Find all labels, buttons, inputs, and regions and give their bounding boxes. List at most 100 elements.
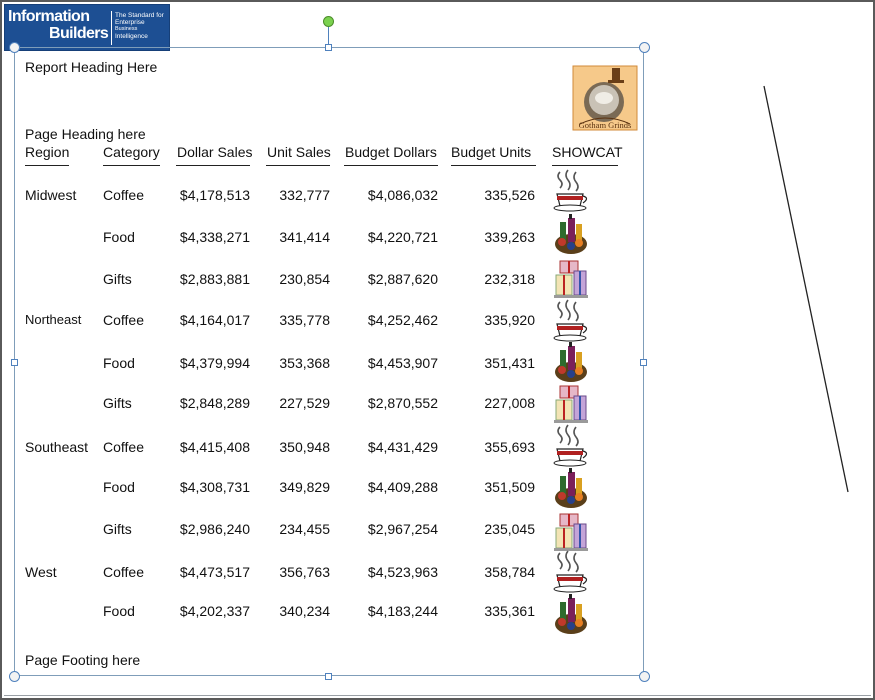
column-header-budget-units: Budget Units [451,144,532,160]
column-header-budget-dollars: Budget Dollars [345,144,437,160]
logo-tagline-line: Intelligence [115,33,148,40]
cell-dollar-sales: $2,883,881 [179,271,250,287]
resize-handle-top-left[interactable] [9,42,20,53]
cell-category: Coffee [103,312,144,328]
food-basket-icon [552,340,592,382]
page-heading: Page Heading here [25,126,146,142]
cell-budget-dollars: $4,523,963 [367,564,438,580]
food-basket-icon [552,466,592,508]
cell-unit-sales: 227,529 [279,395,330,411]
drawn-line[interactable] [760,84,852,496]
logo-tagline-line: The Standard for [115,12,164,19]
rotate-handle[interactable] [323,16,334,27]
cell-budget-dollars: $4,220,721 [367,229,438,245]
cell-category: Coffee [103,439,144,455]
cell-budget-dollars: $4,453,907 [367,355,438,371]
cell-category: Gifts [103,395,132,411]
gift-boxes-icon [552,257,592,299]
logo-word-information: Information [8,8,90,25]
header-underline [344,165,438,166]
cell-dollar-sales: $2,848,289 [179,395,250,411]
cell-unit-sales: 230,854 [279,271,330,287]
header-underline [266,165,330,166]
cell-region: Southeast [25,439,89,455]
header-underline [25,165,69,166]
cell-region: Northeast [25,312,82,327]
cell-budget-dollars: $2,887,620 [367,271,438,287]
cell-unit-sales: 341,414 [279,229,330,245]
cell-unit-sales: 353,368 [279,355,330,371]
gift-boxes-icon [552,382,592,424]
cell-budget-units: 335,526 [484,187,535,203]
cell-dollar-sales: $4,308,731 [179,479,250,495]
cell-category: Food [103,229,135,245]
cell-region: West [25,564,57,580]
cell-dollar-sales: $4,178,513 [179,187,250,203]
resize-handle-bottom-right[interactable] [639,671,650,682]
cell-budget-units: 339,263 [484,229,535,245]
rotate-handle-stem [328,27,329,45]
food-basket-icon [552,212,592,254]
cell-budget-dollars: $2,967,254 [367,521,438,537]
cell-dollar-sales: $4,202,337 [179,603,250,619]
gift-boxes-icon [552,510,592,552]
cell-category: Food [103,603,135,619]
gotham-grinds-logo-image: Gotham Grinds [572,65,638,131]
logo-tagline: The Standard for Enterprise Business Int… [115,12,170,40]
resize-handle-left[interactable] [11,359,18,366]
column-header-unit-sales: Unit Sales [267,144,331,160]
cell-budget-units: 235,045 [484,521,535,537]
page-footing: Page Footing here [25,652,141,668]
cell-budget-dollars: $4,086,032 [367,187,438,203]
resize-handle-right[interactable] [640,359,647,366]
cell-category: Coffee [103,187,144,203]
cell-unit-sales: 356,763 [279,564,330,580]
resize-handle-top[interactable] [325,44,332,51]
cell-budget-dollars: $4,409,288 [367,479,438,495]
cell-unit-sales: 340,234 [279,603,330,619]
coffee-cup-icon [552,298,592,342]
cell-budget-units: 335,361 [484,603,535,619]
canvas-bottom-edge [4,695,871,696]
cell-unit-sales: 350,948 [279,439,330,455]
column-header-category: Category [103,144,160,160]
cell-dollar-sales: $4,338,271 [179,229,250,245]
coffee-cup-icon [552,549,592,593]
food-basket-icon [552,592,592,634]
cell-unit-sales: 349,829 [279,479,330,495]
cell-budget-dollars: $4,183,244 [367,603,438,619]
resize-handle-bottom[interactable] [325,673,332,680]
cell-unit-sales: 234,455 [279,521,330,537]
cell-budget-units: 227,008 [484,395,535,411]
cell-dollar-sales: $2,986,240 [179,521,250,537]
cell-budget-dollars: $4,252,462 [367,312,438,328]
resize-handle-bottom-left[interactable] [9,671,20,682]
cell-budget-dollars: $2,870,552 [367,395,438,411]
report-heading: Report Heading Here [25,59,158,75]
column-header-dollar-sales: Dollar Sales [177,144,253,160]
information-builders-logo: Information Builders The Standard for En… [4,4,170,51]
cell-unit-sales: 332,777 [279,187,330,203]
cell-budget-units: 335,920 [484,312,535,328]
cell-budget-units: 358,784 [484,564,535,580]
resize-handle-top-right[interactable] [639,42,650,53]
header-underline [176,165,250,166]
header-underline [451,165,536,166]
cell-budget-units: 351,431 [484,355,535,371]
header-underline [103,165,160,166]
cell-unit-sales: 335,778 [279,312,330,328]
column-header-region: Region [25,144,70,160]
cell-dollar-sales: $4,415,408 [179,439,250,455]
header-underline [552,165,618,166]
cell-budget-units: 355,693 [484,439,535,455]
logo-divider [111,11,112,45]
logo-word-builders: Builders [49,25,109,42]
cell-budget-units: 232,318 [484,271,535,287]
cell-dollar-sales: $4,473,517 [179,564,250,580]
cell-budget-units: 351,509 [484,479,535,495]
cell-category: Gifts [103,271,132,287]
coffee-cup-icon [552,423,592,467]
cell-category: Food [103,355,135,371]
cell-budget-dollars: $4,431,429 [367,439,438,455]
